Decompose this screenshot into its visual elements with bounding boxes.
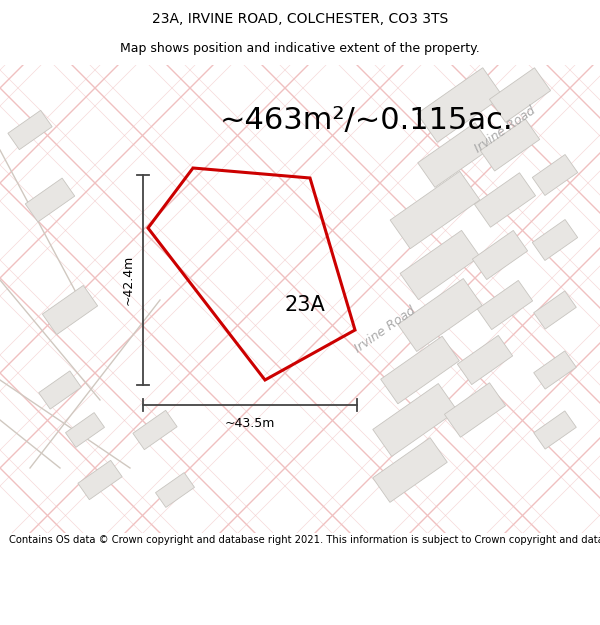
Polygon shape xyxy=(43,286,98,334)
Polygon shape xyxy=(532,154,578,196)
Polygon shape xyxy=(373,438,447,503)
Polygon shape xyxy=(78,461,122,499)
Polygon shape xyxy=(418,122,492,188)
Polygon shape xyxy=(472,231,527,279)
Polygon shape xyxy=(445,382,506,438)
Polygon shape xyxy=(380,336,460,404)
Polygon shape xyxy=(373,384,457,456)
Text: Irvine Road: Irvine Road xyxy=(352,304,418,356)
Polygon shape xyxy=(155,472,194,508)
Polygon shape xyxy=(417,68,503,142)
Text: 23A, IRVINE ROAD, COLCHESTER, CO3 3TS: 23A, IRVINE ROAD, COLCHESTER, CO3 3TS xyxy=(152,12,448,26)
Polygon shape xyxy=(534,411,576,449)
Polygon shape xyxy=(39,371,81,409)
Text: 23A: 23A xyxy=(284,295,325,315)
Polygon shape xyxy=(65,412,104,447)
Polygon shape xyxy=(133,411,177,449)
Text: Irvine Road: Irvine Road xyxy=(472,104,538,156)
Polygon shape xyxy=(400,231,480,299)
Text: Map shows position and indicative extent of the property.: Map shows position and indicative extent… xyxy=(120,42,480,55)
Polygon shape xyxy=(475,173,536,228)
Polygon shape xyxy=(398,279,482,351)
Polygon shape xyxy=(534,351,576,389)
Polygon shape xyxy=(478,281,533,329)
Polygon shape xyxy=(532,219,578,261)
Polygon shape xyxy=(8,111,52,149)
Polygon shape xyxy=(490,68,551,122)
Polygon shape xyxy=(534,291,576,329)
Text: ~463m²/~0.115ac.: ~463m²/~0.115ac. xyxy=(220,106,514,134)
Text: Contains OS data © Crown copyright and database right 2021. This information is : Contains OS data © Crown copyright and d… xyxy=(9,535,600,545)
Text: ~43.5m: ~43.5m xyxy=(225,417,275,430)
Polygon shape xyxy=(457,336,512,384)
Polygon shape xyxy=(481,119,539,171)
Polygon shape xyxy=(390,171,480,249)
Polygon shape xyxy=(25,178,75,222)
Text: ~42.4m: ~42.4m xyxy=(122,255,135,305)
